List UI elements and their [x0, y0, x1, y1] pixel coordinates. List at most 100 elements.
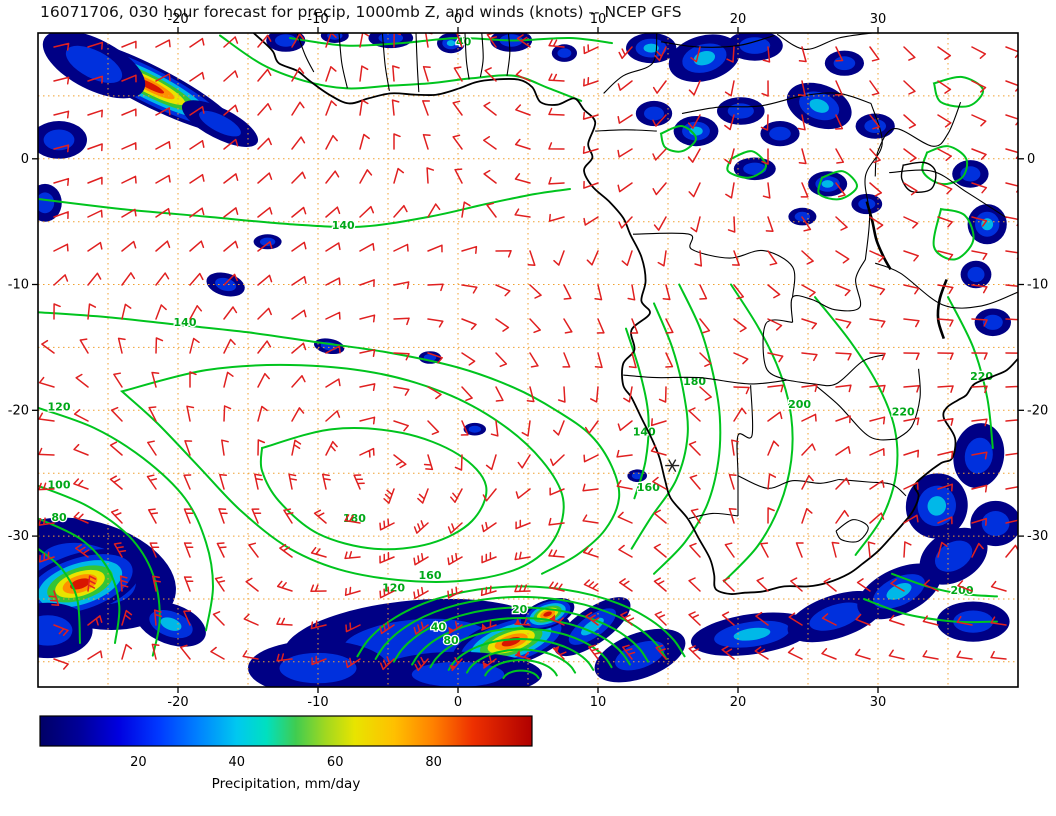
axis-tick-label: 30 [870, 695, 887, 710]
precip-cell [809, 602, 863, 631]
axis-tick-label: -20 [167, 12, 188, 27]
figure-title: 16071706, 030 hour forecast for precip, … [40, 3, 682, 21]
axis-tick-label: 0 [1027, 152, 1035, 167]
precip-cell [38, 615, 73, 646]
precip-cell [468, 425, 481, 433]
height-contour [259, 427, 488, 551]
height-contour [484, 659, 558, 677]
precip-cell [809, 98, 829, 113]
asterisk-marker [665, 459, 680, 473]
country-border [381, 33, 390, 91]
country-border [595, 129, 657, 132]
coastline-layer [252, 33, 1018, 595]
contour-label: 20 [512, 603, 528, 616]
lake-victoria-outline [900, 161, 937, 193]
height-contour-layer: 4014014018016012010080120804020140160180… [38, 34, 998, 680]
axis-tick-label: -10 [307, 695, 328, 710]
colorbar-gradient-bar [39, 715, 533, 747]
country-border [813, 383, 897, 441]
precip-shading-layer [38, 33, 1018, 687]
height-contour [653, 283, 722, 575]
precip-cell [886, 583, 912, 600]
precip-cell [743, 162, 767, 175]
contour-label: 80 [51, 511, 67, 524]
precip-cell [960, 166, 981, 182]
axis-tick-label: 30 [870, 12, 887, 27]
grid-layer [38, 33, 1018, 687]
height-contour [947, 296, 994, 449]
height-contour [38, 517, 121, 644]
country-border [506, 33, 511, 76]
axis-tick-label: 0 [21, 152, 29, 167]
height-contour [659, 125, 698, 153]
height-contour [38, 484, 161, 657]
precip-cell [934, 540, 973, 572]
country-border [688, 512, 739, 520]
height-contour [447, 637, 595, 671]
colorbar-tick-label: 60 [327, 755, 344, 770]
contour-label: 200 [951, 584, 974, 597]
country-border [736, 385, 754, 516]
colorbar: 20 40 60 80 Precipitation, mm/day [39, 715, 533, 792]
lake-malawi-outline [936, 279, 948, 339]
height-contour [38, 406, 215, 632]
height-contour [814, 296, 899, 556]
axis-tick-label: -10 [1027, 278, 1048, 293]
country-border [762, 319, 793, 381]
precip-cell [769, 126, 791, 141]
height-contour [625, 327, 650, 500]
country-border [838, 478, 907, 497]
contour-label: 120 [48, 400, 71, 413]
colorbar-tick-label: 80 [425, 755, 442, 770]
country-border [874, 101, 962, 177]
precip-cell [615, 640, 665, 671]
country-border [415, 33, 420, 93]
contour-label: 160 [637, 481, 660, 494]
wind-barb-layer [38, 33, 1018, 672]
axis-tick-label: 20 [730, 12, 747, 27]
height-contour [932, 75, 985, 108]
precip-cell [557, 48, 572, 58]
precip-cell [215, 277, 237, 292]
precip-cell [727, 103, 754, 119]
country-border [875, 262, 1018, 309]
coastline-path [252, 33, 1018, 595]
precip-cell [70, 578, 90, 590]
contour-label: 200 [788, 398, 811, 411]
height-contour [465, 648, 577, 674]
height-contour [817, 170, 858, 201]
height-contour [502, 669, 540, 680]
precip-cell [644, 106, 664, 121]
country-border [603, 33, 658, 94]
axis-tick-label: 10 [590, 12, 607, 27]
wind-barbs-path [38, 33, 1018, 672]
height-contour [630, 302, 689, 550]
colorbar-ticks: 20 40 60 80 [130, 755, 442, 770]
axis-tick-label: 0 [454, 695, 462, 710]
height-contour [921, 145, 969, 186]
precip-cell [733, 627, 771, 641]
axes-layer: -20 -20 -10 -10 0 0 10 10 20 20 30 30 0 0 -10 -10 -20 -20… [8, 12, 1048, 710]
height-contour [119, 363, 565, 583]
axis-tick-label: -10 [307, 12, 328, 27]
precip-cell [543, 611, 552, 617]
precip-cell [693, 51, 716, 66]
country-border [338, 33, 348, 89]
colorbar-tick-label: 40 [229, 755, 246, 770]
axis-tick-label: -20 [8, 403, 29, 418]
country-border [864, 103, 883, 260]
country-border [889, 169, 1008, 219]
country-border [464, 33, 470, 80]
precip-cell [964, 437, 993, 474]
precip-cell [38, 192, 55, 214]
country-border [776, 33, 873, 50]
height-contour [723, 283, 794, 583]
colorbar-title: Precipitation, mm/day [212, 776, 361, 792]
height-contour [726, 150, 767, 179]
country-border [296, 33, 315, 73]
height-contour [411, 616, 631, 666]
country-border [623, 374, 788, 385]
height-contour [891, 572, 998, 598]
height-contour [932, 207, 975, 261]
